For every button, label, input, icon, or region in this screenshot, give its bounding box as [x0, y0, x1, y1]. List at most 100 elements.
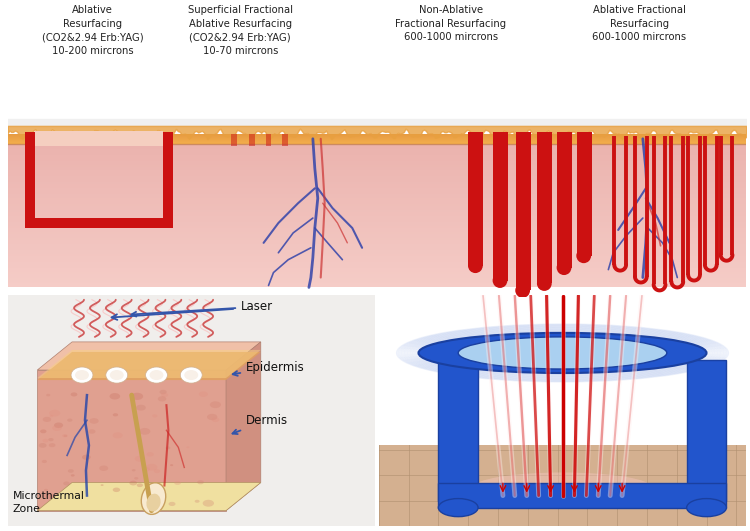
Ellipse shape: [39, 443, 46, 448]
Bar: [538, 132, 552, 145]
Ellipse shape: [468, 258, 483, 273]
Bar: [8, 208, 746, 210]
Bar: [8, 264, 746, 266]
Ellipse shape: [556, 260, 572, 275]
Ellipse shape: [199, 391, 208, 397]
Bar: [8, 220, 746, 222]
Ellipse shape: [169, 502, 176, 506]
Ellipse shape: [515, 283, 530, 298]
Bar: [35, 131, 164, 145]
Ellipse shape: [211, 417, 219, 422]
Bar: [164, 144, 173, 228]
Ellipse shape: [112, 432, 123, 439]
Ellipse shape: [419, 333, 706, 373]
Bar: [8, 170, 746, 173]
Ellipse shape: [54, 423, 63, 428]
Bar: [438, 483, 727, 508]
Bar: [8, 181, 746, 182]
Ellipse shape: [473, 473, 652, 502]
Bar: [8, 266, 746, 268]
Ellipse shape: [64, 435, 68, 437]
Ellipse shape: [202, 500, 214, 507]
Bar: [8, 151, 746, 152]
Bar: [8, 204, 746, 206]
Ellipse shape: [160, 390, 166, 394]
Bar: [438, 360, 478, 501]
Bar: [8, 189, 746, 190]
Ellipse shape: [110, 370, 124, 380]
Ellipse shape: [82, 455, 91, 460]
Polygon shape: [38, 350, 261, 378]
Bar: [249, 134, 255, 145]
Bar: [557, 144, 572, 268]
Ellipse shape: [180, 367, 203, 383]
Ellipse shape: [146, 367, 167, 383]
Bar: [8, 224, 746, 226]
Bar: [8, 173, 746, 175]
Ellipse shape: [141, 483, 166, 515]
Text: Epidermis: Epidermis: [232, 361, 304, 376]
Ellipse shape: [161, 393, 168, 397]
Bar: [8, 194, 746, 196]
Ellipse shape: [197, 480, 204, 484]
Bar: [8, 273, 746, 276]
Bar: [577, 132, 592, 145]
Ellipse shape: [131, 393, 143, 400]
Bar: [26, 144, 35, 228]
Ellipse shape: [174, 481, 181, 485]
Bar: [8, 240, 746, 242]
Bar: [8, 157, 746, 159]
Bar: [8, 141, 746, 142]
Bar: [8, 155, 746, 157]
Bar: [8, 147, 746, 149]
Bar: [8, 206, 746, 208]
Polygon shape: [38, 342, 261, 370]
Bar: [8, 279, 746, 281]
Bar: [8, 152, 746, 155]
Ellipse shape: [89, 418, 99, 424]
Ellipse shape: [48, 438, 53, 441]
Bar: [8, 196, 746, 198]
Ellipse shape: [106, 367, 128, 383]
Ellipse shape: [50, 415, 53, 417]
Bar: [8, 222, 746, 224]
Bar: [8, 216, 746, 218]
Ellipse shape: [493, 273, 508, 288]
Bar: [379, 446, 746, 526]
Text: Microthermal
Zone: Microthermal Zone: [13, 491, 84, 513]
Ellipse shape: [43, 417, 51, 422]
Ellipse shape: [687, 499, 727, 517]
Ellipse shape: [63, 482, 70, 485]
Ellipse shape: [187, 447, 190, 448]
Bar: [8, 186, 746, 189]
Bar: [469, 144, 483, 266]
Bar: [8, 250, 746, 252]
Ellipse shape: [458, 337, 667, 369]
Polygon shape: [38, 352, 261, 380]
Bar: [557, 132, 572, 145]
Bar: [8, 175, 746, 176]
Ellipse shape: [142, 467, 150, 472]
Bar: [8, 190, 746, 192]
Bar: [8, 226, 746, 228]
Text: Ablative
Resurfacing
(CO2&2.94 Erb:YAG)
10-200 mircrons: Ablative Resurfacing (CO2&2.94 Erb:YAG) …: [42, 5, 143, 56]
Bar: [26, 132, 173, 144]
Text: Ablative Fractional
Resurfacing
600-1000 mircrons: Ablative Fractional Resurfacing 600-1000…: [592, 5, 686, 42]
Ellipse shape: [537, 276, 552, 291]
Ellipse shape: [170, 464, 173, 466]
Bar: [8, 238, 746, 240]
Bar: [8, 258, 746, 260]
Bar: [8, 218, 746, 220]
Bar: [8, 137, 746, 138]
Ellipse shape: [149, 370, 164, 380]
Bar: [8, 165, 746, 167]
Ellipse shape: [207, 414, 218, 420]
Bar: [8, 252, 746, 254]
Ellipse shape: [152, 414, 157, 417]
Ellipse shape: [166, 447, 170, 449]
Ellipse shape: [195, 500, 200, 503]
Bar: [8, 168, 746, 170]
Ellipse shape: [134, 477, 138, 479]
Bar: [8, 192, 746, 194]
Polygon shape: [226, 342, 261, 511]
